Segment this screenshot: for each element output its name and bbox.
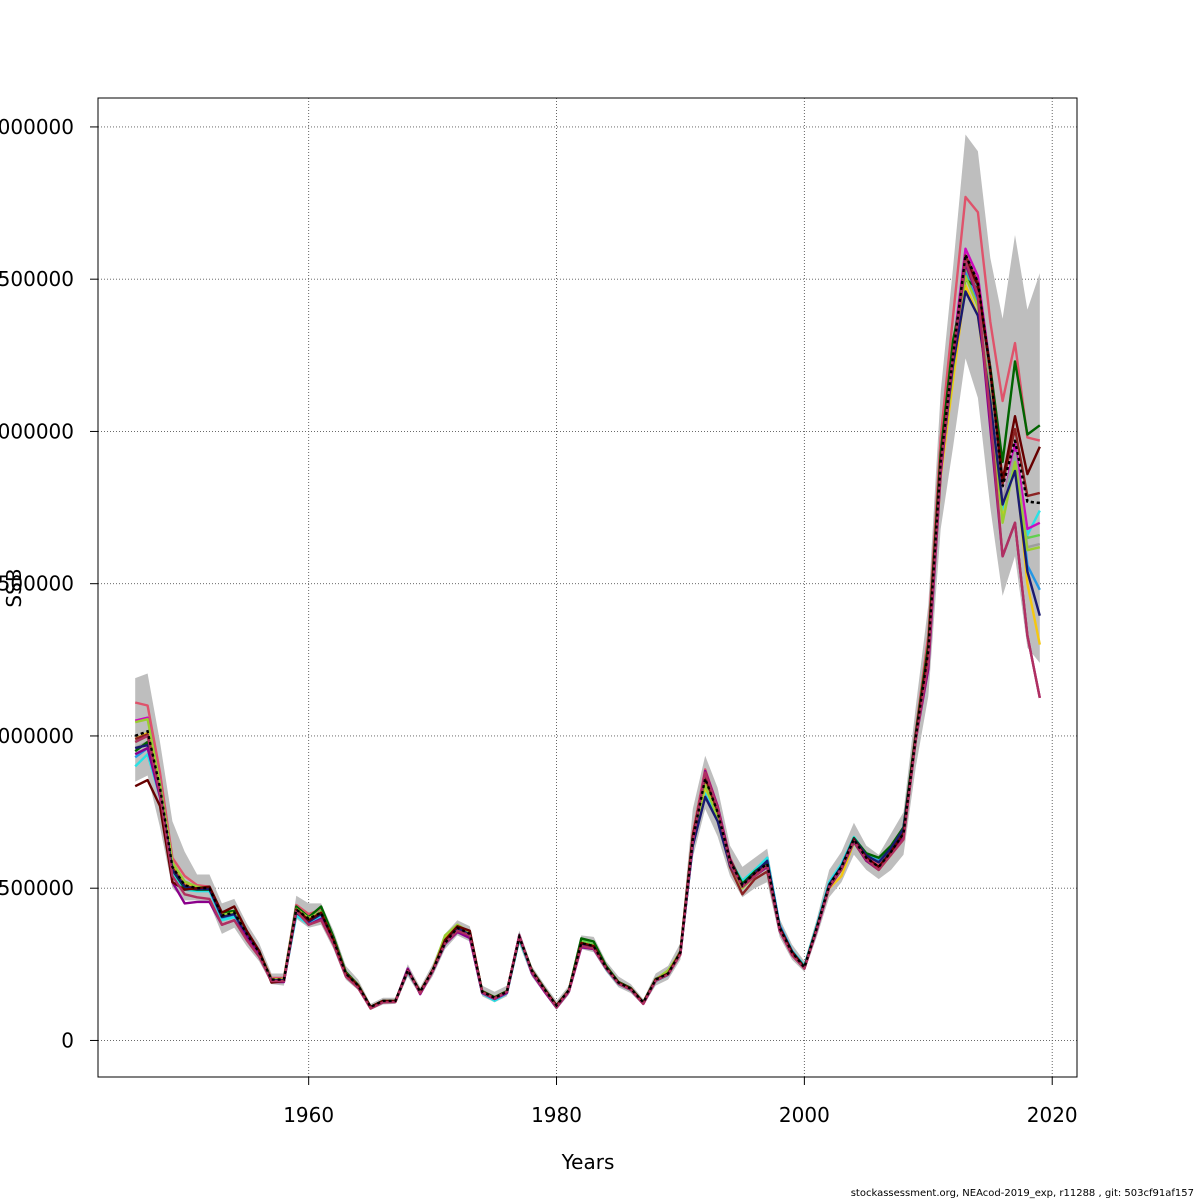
- y-tick-label: 3000000: [0, 115, 74, 139]
- y-tick-label: 2000000: [0, 419, 74, 443]
- x-tick-label: 1960: [283, 1103, 334, 1127]
- footer-credit: stockassessment.org, NEAcod-2019_exp, r1…: [850, 1188, 1194, 1199]
- series-line-15: [134, 259, 1041, 1010]
- series-line-reference: [134, 250, 1040, 1009]
- x-axis-title: Years: [561, 1150, 615, 1174]
- y-tick-label: 500000: [0, 876, 74, 900]
- y-axis-title: SSB: [2, 568, 26, 607]
- y-tick-label: 1000000: [0, 724, 74, 748]
- x-tick-label: 2020: [1027, 1103, 1078, 1127]
- plot-frame: [97, 97, 1078, 1078]
- y-tick-label: 0: [61, 1028, 74, 1052]
- grid-lines: [98, 98, 1077, 1077]
- y-axis: 0 500000 1000000 1500000 2000000 2500000 30000…: [0, 115, 98, 1052]
- x-tick-label: 2000: [779, 1103, 830, 1127]
- y-tick-label: 1500000: [0, 572, 74, 596]
- y-tick-label: 2500000: [0, 267, 74, 291]
- x-tick-label: 1980: [531, 1103, 582, 1127]
- x-axis: 1960 1980 2000 2020: [283, 1077, 1078, 1127]
- series-lines-group: [134, 195, 1041, 1010]
